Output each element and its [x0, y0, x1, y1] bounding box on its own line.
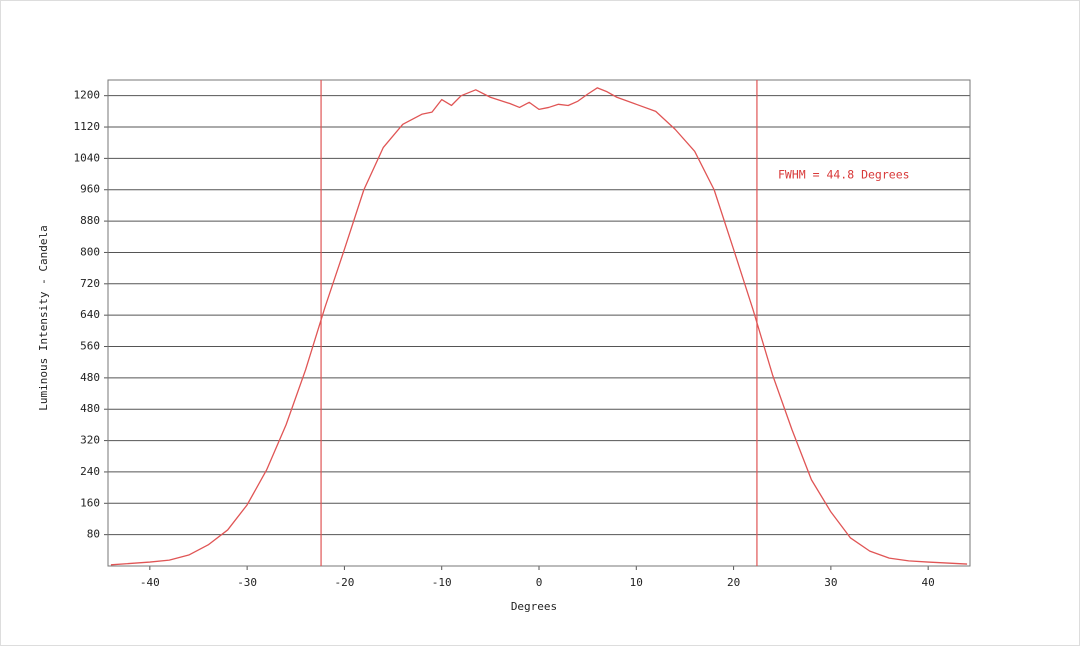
x-axis-label: Degrees	[511, 600, 557, 613]
y-tick-label: 480	[80, 402, 100, 415]
plot-frame	[107, 79, 971, 567]
y-tick-label: 80	[87, 528, 100, 541]
y-tick-label: 1040	[74, 151, 101, 164]
y-tick-label: 960	[80, 183, 100, 196]
data-line	[110, 87, 968, 566]
x-tick-label: -20	[334, 576, 354, 589]
y-tick-label: 160	[80, 496, 100, 509]
y-axis-label: Luminous Intensity - Candela	[37, 225, 50, 410]
x-tick-label: -30	[237, 576, 257, 589]
y-tick-label: 640	[80, 308, 100, 321]
y-tick-label: 320	[80, 434, 100, 447]
x-tick-label: 10	[630, 576, 643, 589]
x-tick-label: -40	[140, 576, 160, 589]
y-tick-label: 880	[80, 214, 100, 227]
y-tick-label: 240	[80, 465, 100, 478]
y-tick-label: 1120	[74, 120, 101, 133]
annotation: FWHM = 44.8 Degrees	[778, 168, 910, 182]
y-tick-label: 800	[80, 245, 100, 258]
x-tick-label: 30	[824, 576, 837, 589]
x-tick-label: 20	[727, 576, 740, 589]
y-tick-label: 1200	[74, 89, 101, 102]
y-tick-label: 560	[80, 340, 100, 353]
y-tick-label: 720	[80, 277, 100, 290]
x-tick-label: 40	[922, 576, 935, 589]
y-tick-label: 480	[80, 371, 100, 384]
x-tick-label: -10	[432, 576, 452, 589]
x-tick-label: 0	[536, 576, 543, 589]
